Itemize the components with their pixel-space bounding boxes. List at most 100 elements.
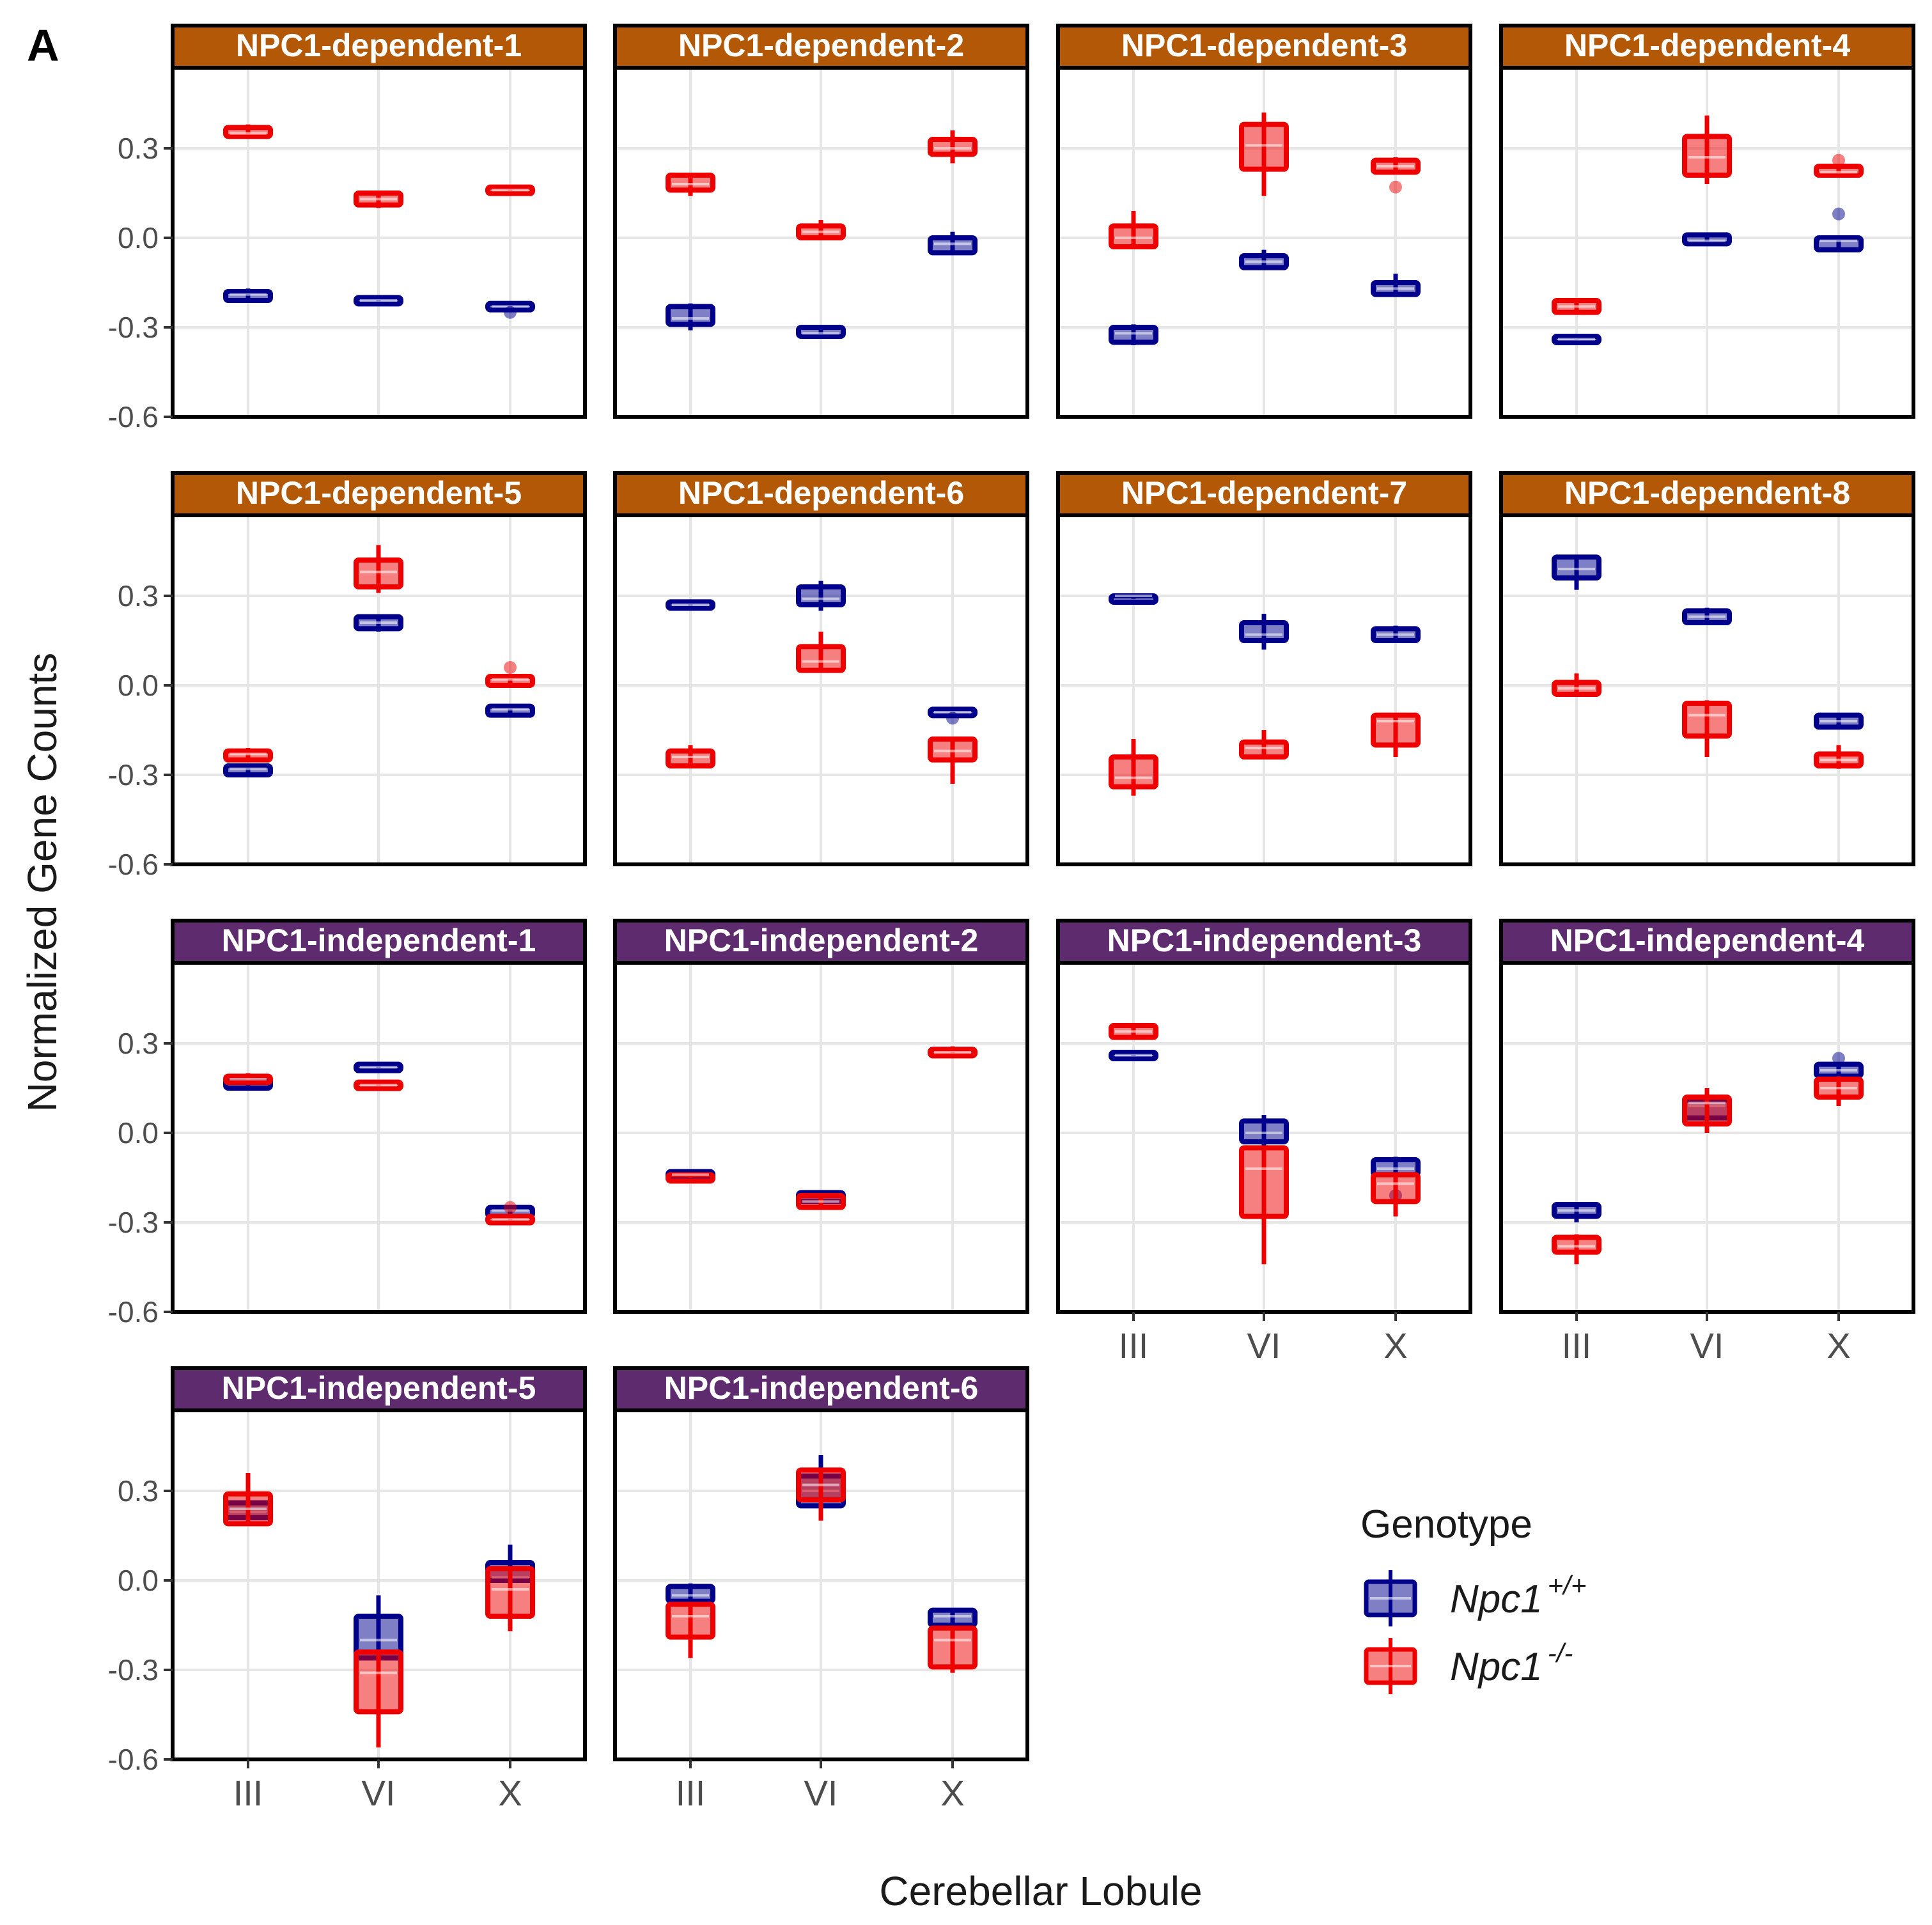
x-axis-title: Cerebellar Lobule: [879, 1868, 1202, 1914]
y-tick-label: -0.6: [108, 848, 159, 881]
box-wt: [354, 1061, 403, 1073]
panel-letter: A: [27, 20, 59, 70]
box-ko: [485, 184, 535, 196]
box-ko: [796, 632, 846, 673]
box-ko: [354, 1079, 403, 1091]
box-ko: [796, 220, 846, 241]
facet-panel: NPC1-independent-4 III VI X: [1499, 919, 1915, 1366]
box-iqr: [1109, 223, 1158, 250]
box-ko: [1239, 113, 1289, 196]
box-iqr: [485, 674, 535, 688]
facet-strip: [1056, 919, 1472, 965]
facet-strip: [1499, 24, 1915, 70]
box-wt: [223, 763, 273, 777]
box-wt: [666, 303, 715, 331]
panel-border: [1499, 513, 1915, 866]
box-wt: [928, 1607, 978, 1628]
box-ko: [223, 748, 273, 763]
box-iqr: [1682, 232, 1732, 247]
facet-title: NPC1-independent-3: [1107, 923, 1422, 958]
facet-strip: [613, 1366, 1029, 1412]
box-ko: [223, 1473, 273, 1527]
outlier-point: [1389, 180, 1402, 194]
x-tick-label: III: [1562, 1325, 1592, 1366]
facet-panel: NPC1-independent-6 III VI X: [613, 1366, 1029, 1813]
facet-title: NPC1-dependent-1: [236, 27, 522, 63]
box-wt: [1814, 207, 1864, 253]
legend-item: Npc1 -/-: [1364, 1638, 1573, 1694]
box-ko: [666, 1172, 715, 1184]
facet-panel: NPC1-dependent-1 0.3 0.0 -0.3 -0.6: [108, 24, 587, 433]
box-wt: [485, 703, 535, 718]
y-tick-label: -0.6: [108, 1295, 159, 1329]
facet-title: NPC1-independent-1: [222, 923, 536, 958]
box-iqr: [796, 644, 846, 673]
legend: Genotype Npc1 +/+Npc1 -/-: [1360, 1502, 1586, 1694]
facet-panel: NPC1-dependent-5 0.3 0.0 -0.3 -0.6: [108, 471, 587, 881]
facet-panel: NPC1-dependent-2: [613, 24, 1029, 419]
box-wt: [666, 599, 715, 611]
box-ko: [666, 1602, 715, 1658]
box-iqr: [666, 1602, 715, 1640]
box-ko: [666, 173, 715, 196]
box-ko: [354, 545, 403, 593]
legend-label: Npc1 -/-: [1450, 1638, 1573, 1689]
box-ko: [1814, 153, 1864, 178]
x-tick-label: VI: [1690, 1325, 1724, 1366]
box-wt: [1814, 1052, 1864, 1079]
legend-label-superscript: -/-: [1548, 1638, 1573, 1668]
y-tick-label: -0.3: [108, 758, 159, 791]
box-ko: [223, 1073, 273, 1086]
y-tick-label: 0.0: [118, 221, 159, 254]
outlier-point: [504, 661, 517, 674]
box-ko: [1239, 730, 1289, 760]
box-wt: [928, 231, 978, 256]
y-tick-label: 0.3: [118, 132, 159, 165]
box-wt: [1682, 232, 1732, 247]
facet-strip: [171, 471, 587, 517]
panel-border: [171, 513, 587, 866]
facet-title: NPC1-dependent-7: [1121, 475, 1407, 511]
facet-panel: NPC1-dependent-8: [1499, 471, 1915, 866]
facet-panel: NPC1-dependent-6: [613, 471, 1029, 866]
y-tick-label: 0.0: [118, 1564, 159, 1597]
box-ko: [1239, 1145, 1289, 1265]
box-iqr: [485, 1566, 535, 1619]
panel-border: [613, 961, 1029, 1314]
facet-title: NPC1-dependent-3: [1121, 27, 1407, 63]
box-iqr: [354, 557, 403, 589]
y-tick-label: -0.6: [108, 400, 159, 433]
legend-item: Npc1 +/+: [1364, 1570, 1586, 1626]
x-tick-label: X: [498, 1773, 522, 1813]
facet-title: NPC1-dependent-4: [1564, 27, 1850, 63]
facet-title: NPC1-dependent-8: [1564, 475, 1850, 511]
facet-title: NPC1-dependent-2: [678, 27, 964, 63]
legend-label-base: Npc1: [1450, 1577, 1543, 1621]
box-iqr: [354, 1649, 403, 1715]
box-ko: [354, 1649, 403, 1748]
y-axis-title: Normalized Gene Counts: [19, 653, 65, 1112]
panel-border: [613, 66, 1029, 419]
box-wt: [1239, 614, 1289, 650]
box-ko: [1814, 1076, 1864, 1106]
box-iqr: [796, 584, 846, 607]
panel-grid: NPC1-dependent-1 0.3 0.0 -0.3 -0.6 NPC1-depen…: [108, 24, 1915, 1813]
box-ko: [796, 1193, 846, 1210]
box-ko: [1109, 1023, 1158, 1040]
box-wt: [796, 581, 846, 611]
box-ko: [1682, 700, 1732, 757]
facet-strip: [171, 919, 587, 965]
x-tick-label: III: [233, 1773, 263, 1813]
y-tick-label: 0.3: [118, 1027, 159, 1060]
facet-strip: [1499, 471, 1915, 517]
box-ko: [928, 1046, 978, 1059]
box-ko: [1109, 739, 1158, 796]
box-wt: [928, 706, 978, 725]
box-iqr: [1552, 554, 1601, 581]
box-ko: [354, 191, 403, 208]
box-wt: [1371, 625, 1421, 643]
box-ko: [1109, 211, 1158, 250]
y-tick-label: 0.0: [118, 1116, 159, 1150]
facet-panel: NPC1-dependent-4: [1499, 24, 1915, 419]
